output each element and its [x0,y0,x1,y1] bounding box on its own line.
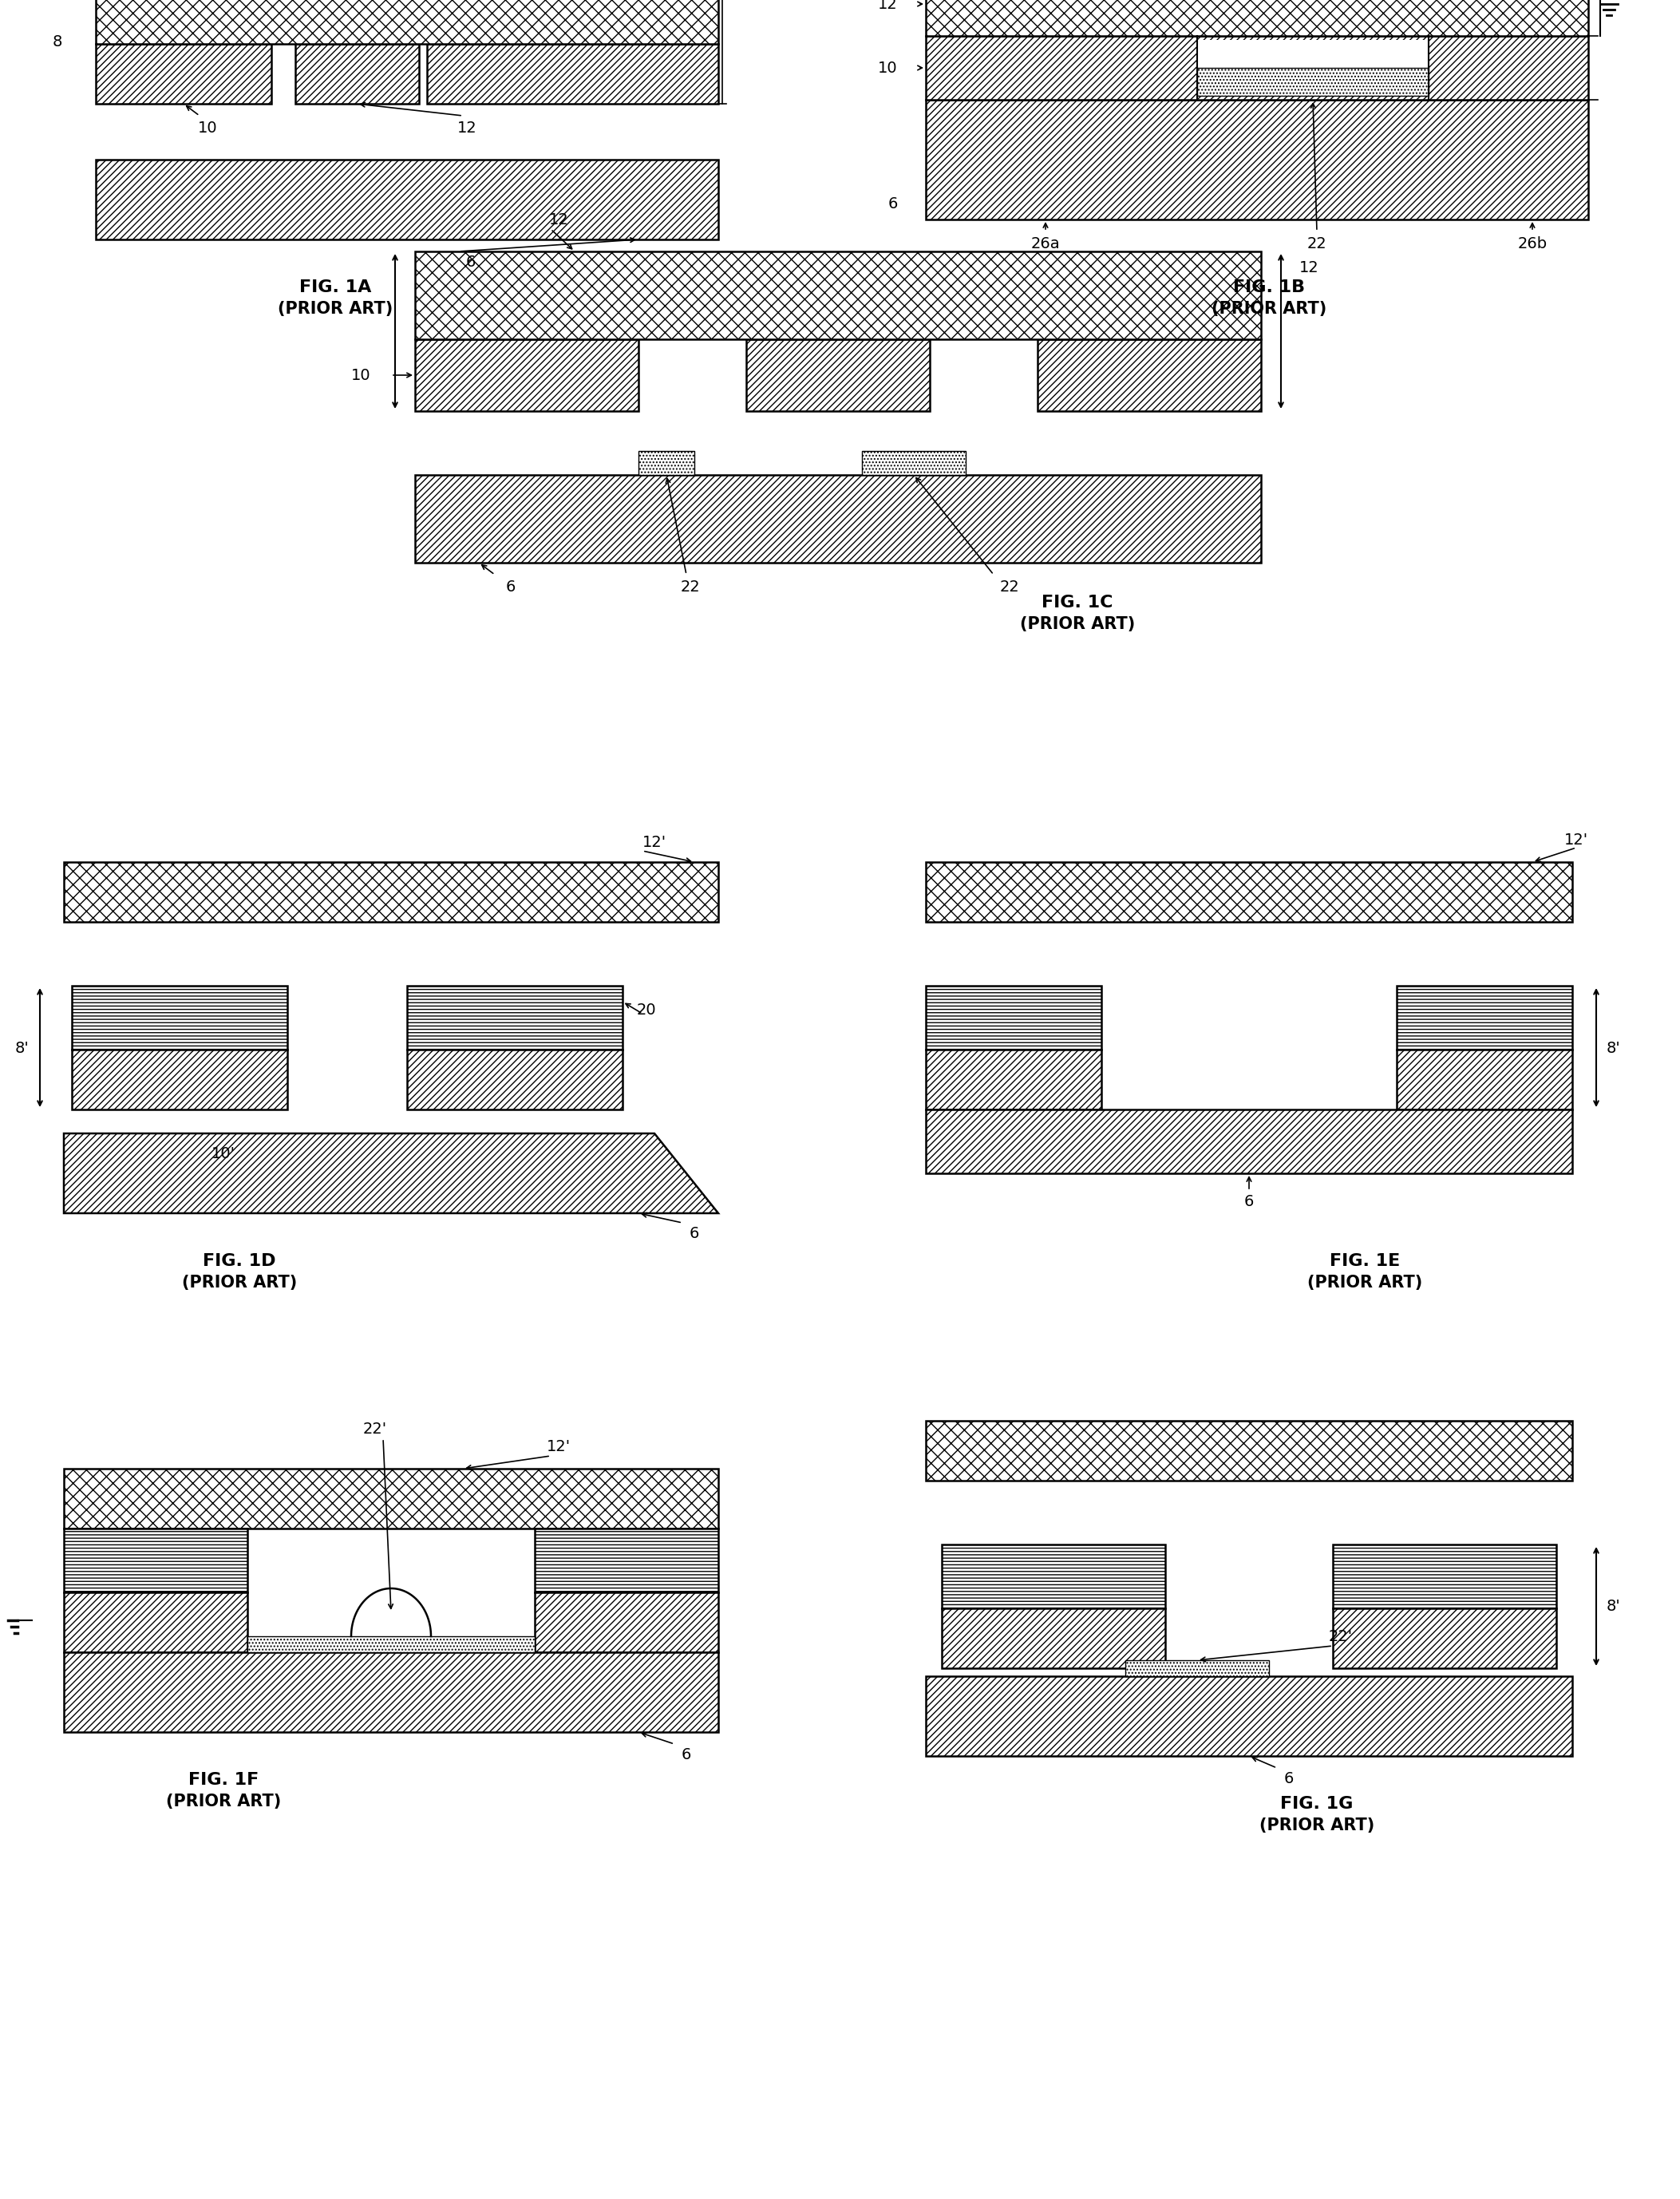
Bar [72,1049,287,1110]
Text: 12': 12' [1564,831,1588,847]
Bar [415,475,1262,563]
Text: 6: 6 [465,255,475,270]
Bar [926,862,1572,921]
Bar [926,1421,1572,1480]
Bar [72,985,287,1049]
Text: FIG. 1F: FIG. 1F [188,1772,259,1788]
Bar [926,1110,1572,1174]
Bar [64,1592,247,1651]
Text: FIG. 1E: FIG. 1E [1329,1253,1399,1269]
Text: (PRIOR ART): (PRIOR ART) [181,1275,297,1291]
Text: (PRIOR ART): (PRIOR ART) [166,1794,281,1810]
Bar [427,44,719,103]
Text: 26a: 26a [1032,235,1060,251]
Bar [415,251,1262,339]
Text: 12: 12 [879,0,897,11]
Text: 12: 12 [549,211,568,226]
Text: (PRIOR ART): (PRIOR ART) [277,301,393,317]
Bar [407,985,623,1049]
Text: 6: 6 [1284,1770,1294,1786]
Bar [862,451,966,475]
Text: 12: 12 [1299,259,1319,275]
Bar [534,1592,719,1651]
Text: 20: 20 [637,1003,657,1018]
Bar [1198,68,1428,97]
Text: FIG. 1D: FIG. 1D [203,1253,276,1269]
Bar [926,1676,1572,1757]
Bar [926,1049,1102,1110]
Bar [638,451,694,475]
Text: 26b: 26b [1517,235,1547,251]
Bar [926,985,1102,1049]
Bar [926,99,1588,220]
Bar [1396,985,1572,1049]
Bar [942,1544,1166,1607]
Bar [1396,1049,1572,1110]
Bar [1198,40,1428,97]
Text: 6: 6 [506,578,516,594]
Bar [534,1528,719,1592]
Text: 6: 6 [689,1225,699,1240]
Bar [926,0,1588,35]
Bar [64,1469,719,1528]
Text: FIG. 1C: FIG. 1C [1042,594,1114,611]
Text: 10: 10 [198,121,217,136]
Bar [746,339,929,411]
Bar [64,1528,247,1592]
Text: 8': 8' [15,1040,30,1056]
Polygon shape [64,1132,719,1214]
Bar [296,44,418,103]
Bar [926,35,1588,99]
Text: 22: 22 [1307,235,1327,251]
Bar [247,1636,534,1651]
Text: 6: 6 [889,196,897,211]
Bar [96,161,719,240]
Text: (PRIOR ART): (PRIOR ART) [1211,301,1327,317]
Bar [96,0,719,44]
Text: 22': 22' [363,1421,386,1436]
Text: 12': 12' [546,1438,571,1454]
Text: 6: 6 [1245,1194,1253,1209]
Text: (PRIOR ART): (PRIOR ART) [1020,616,1136,631]
Text: 22': 22' [1329,1629,1352,1645]
Text: 6: 6 [682,1746,690,1761]
Text: 10': 10' [212,1146,235,1161]
Bar [96,44,272,103]
Bar [64,1651,719,1733]
Text: 8': 8' [1606,1040,1621,1056]
Text: FIG. 1B: FIG. 1B [1233,279,1305,295]
Bar [415,339,638,411]
Text: 8: 8 [52,35,62,51]
Bar [64,862,719,921]
Bar [1332,1544,1556,1607]
Text: FIG. 1G: FIG. 1G [1280,1797,1354,1812]
Bar [407,1049,623,1110]
Text: 22: 22 [1000,578,1020,594]
Text: FIG. 1A: FIG. 1A [299,279,371,295]
Text: 22: 22 [680,578,701,594]
Text: 10: 10 [351,367,371,383]
Text: 8': 8' [1606,1599,1621,1614]
Bar [1332,1607,1556,1669]
Bar [1126,1660,1268,1676]
Text: 12': 12' [642,833,667,849]
Text: 12: 12 [457,121,477,136]
Text: (PRIOR ART): (PRIOR ART) [1307,1275,1423,1291]
Bar [942,1607,1166,1669]
Bar [1038,339,1262,411]
Text: (PRIOR ART): (PRIOR ART) [1260,1816,1374,1834]
Text: 10: 10 [879,59,897,75]
